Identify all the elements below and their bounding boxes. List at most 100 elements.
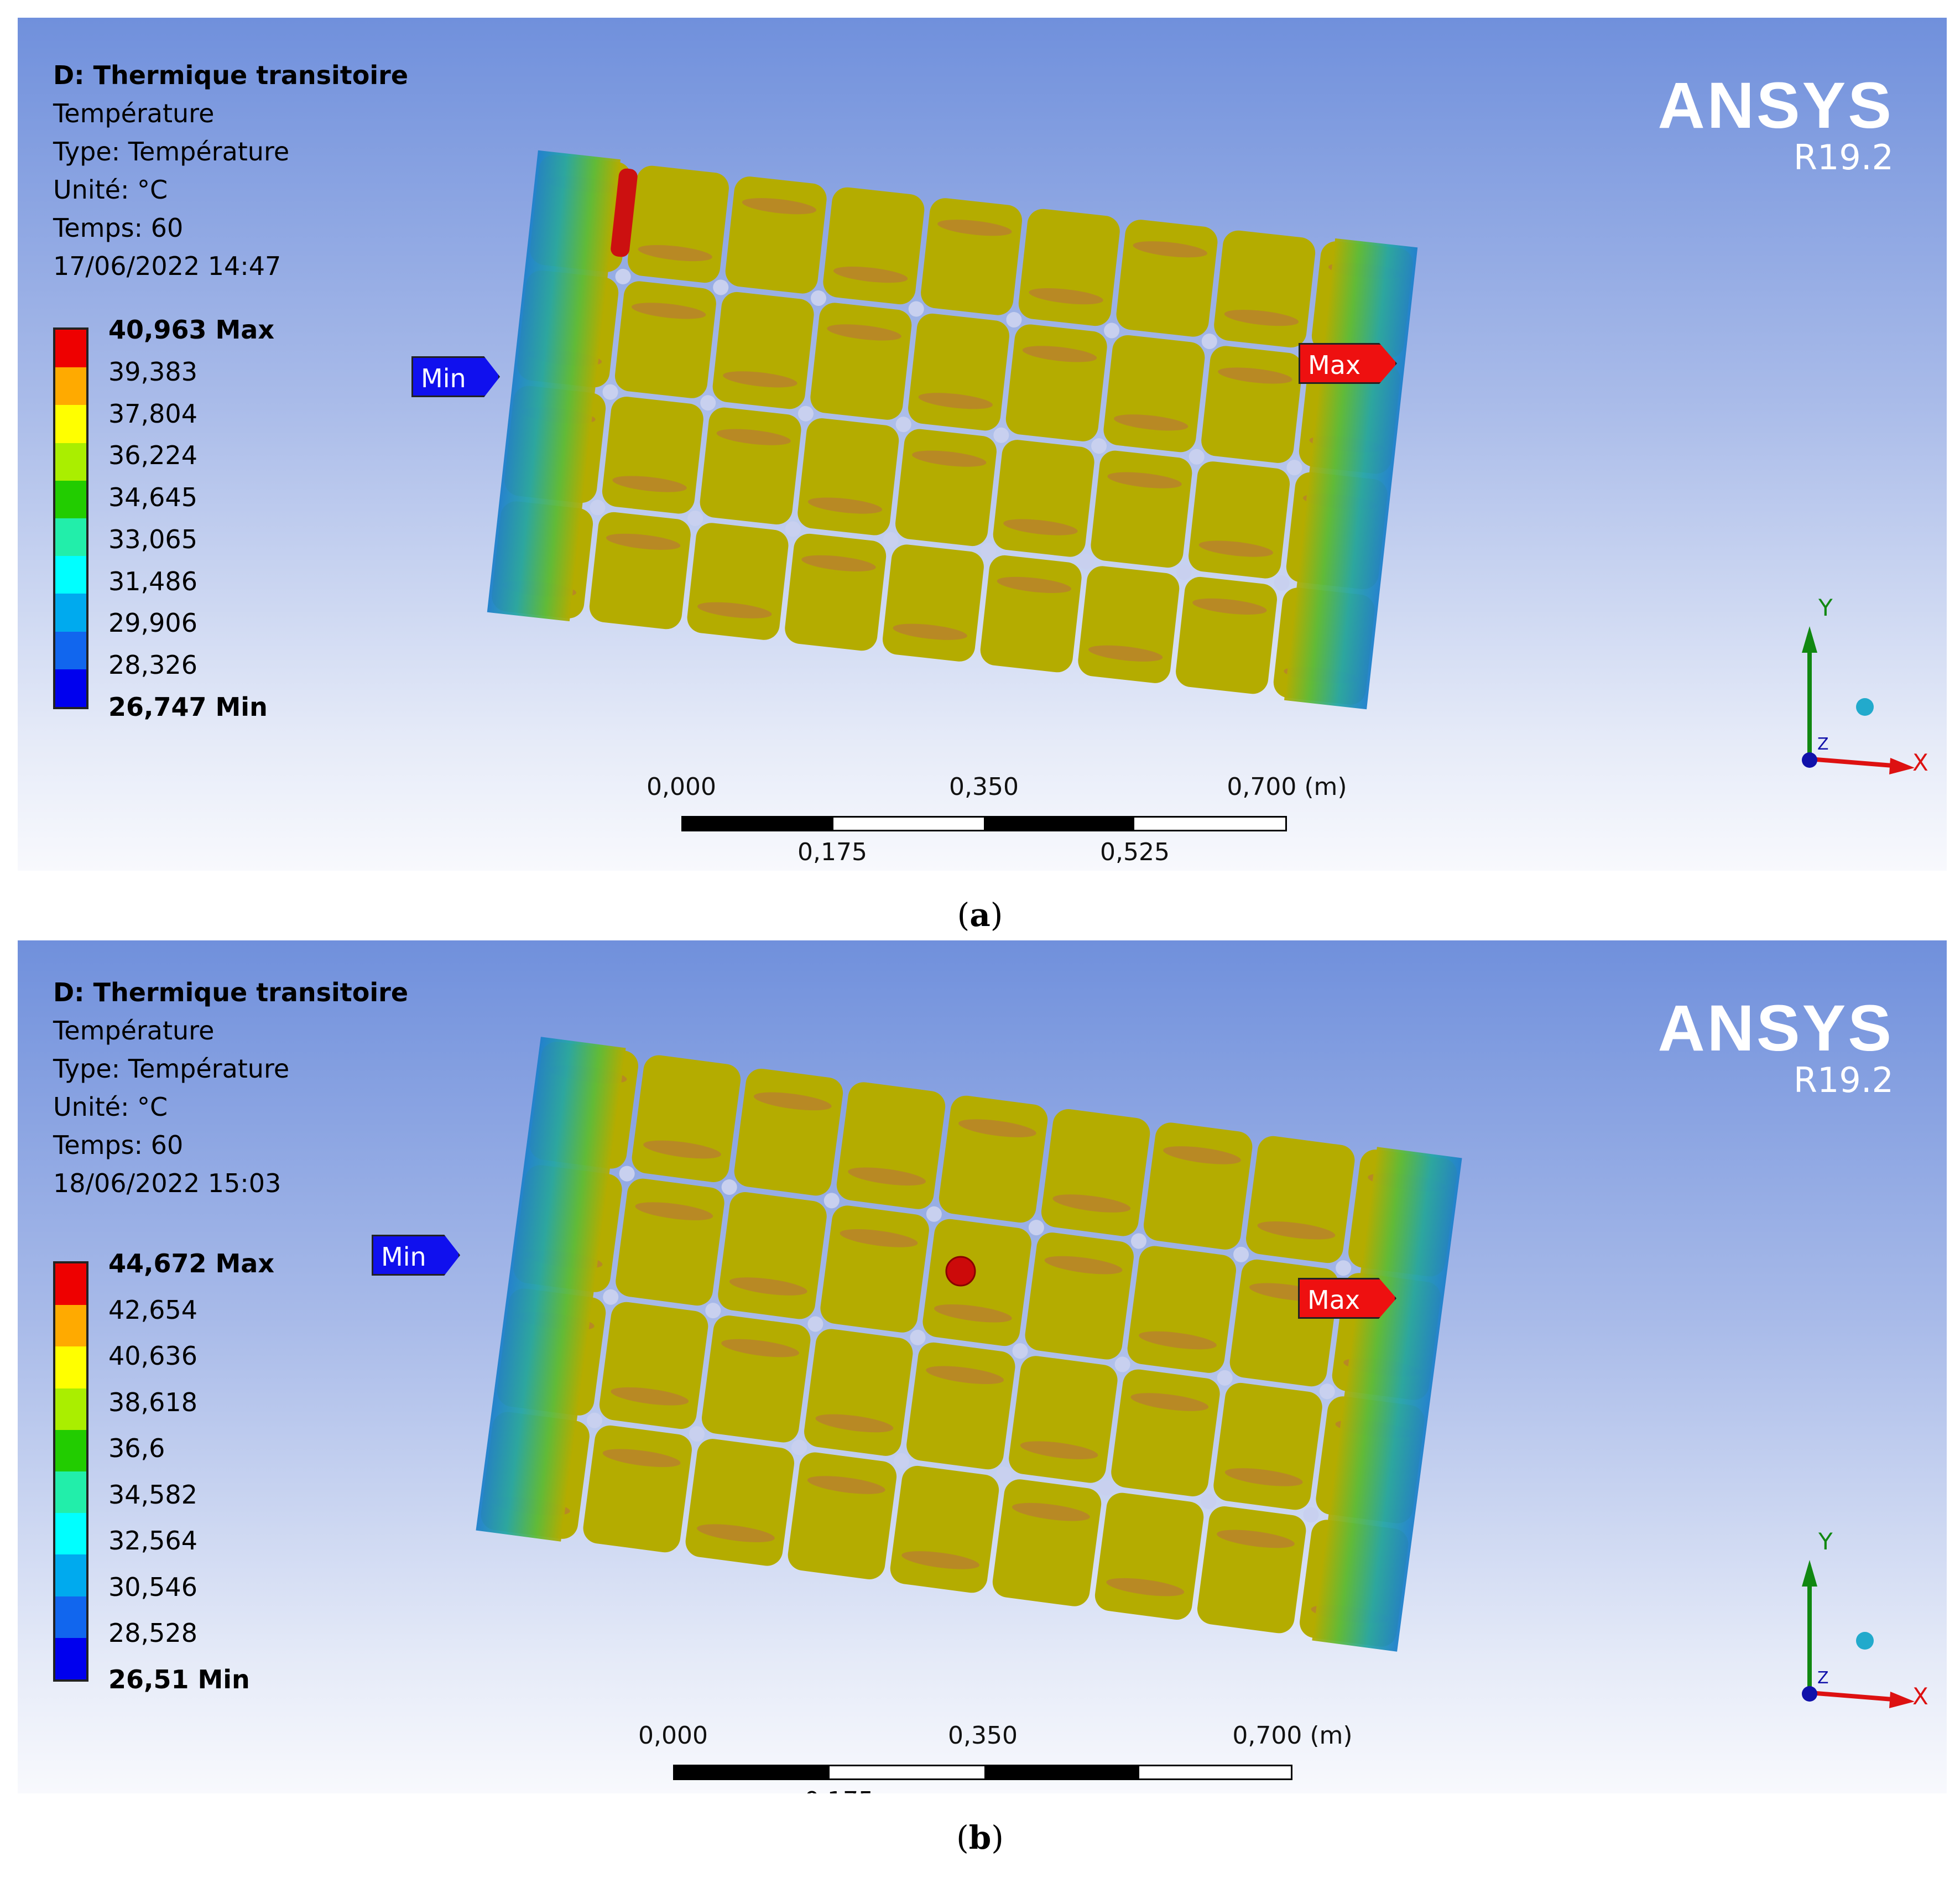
thermal-band — [958, 1119, 1036, 1137]
solar-cell — [1197, 1506, 1306, 1634]
thermal-band — [602, 1449, 681, 1468]
axis-triad[interactable]: Y X Z — [1782, 582, 1928, 781]
legend-swatch — [55, 1305, 86, 1347]
solar-cell — [712, 292, 814, 409]
solar-cell — [1041, 1109, 1150, 1236]
legend-color-bar — [53, 327, 88, 709]
legend-value-label: 37,804 — [108, 398, 197, 429]
cell-junction — [1201, 334, 1217, 350]
probe-point[interactable] — [945, 1256, 976, 1287]
cell-junction — [785, 521, 801, 537]
legend-swatch — [55, 1429, 86, 1471]
thermal-band — [1224, 1468, 1303, 1486]
cell-junction — [603, 1289, 619, 1305]
thermal-band — [997, 576, 1072, 593]
y-axis-label: Y — [1818, 1528, 1833, 1555]
solar-cell — [788, 1452, 897, 1579]
analysis-title: D: Thermique transitoire — [53, 60, 409, 90]
min-probe-tag[interactable]: Min — [372, 1235, 460, 1276]
thermal-band — [815, 1414, 894, 1433]
analysis-title: D: Thermique transitoire — [53, 977, 409, 1007]
axis-triad[interactable]: Y X Z — [1782, 1516, 1928, 1715]
solar-cell — [1103, 335, 1205, 453]
thermal-band — [1133, 241, 1207, 258]
thermal-band — [638, 245, 712, 262]
solar-cell — [1094, 1492, 1204, 1620]
scale-label-700: 0,700 (m) — [1227, 773, 1347, 801]
thermal-band — [840, 1229, 918, 1247]
solar-cell — [939, 1095, 1048, 1223]
viewport-panel-b[interactable]: D: Thermique transitoire Température Typ… — [18, 940, 1947, 1793]
solar-cell — [785, 533, 887, 651]
thermal-band — [742, 198, 817, 215]
min-probe-tag[interactable]: Min — [411, 356, 500, 397]
legend-swatch — [55, 1637, 86, 1679]
thermal-band — [1022, 346, 1097, 362]
max-probe-tag[interactable]: Max — [1299, 343, 1397, 384]
cell-junction — [1028, 1220, 1044, 1236]
legend-swatch — [55, 631, 86, 669]
thermal-band — [753, 1092, 832, 1111]
thermal-band — [1192, 598, 1267, 615]
solar-cell — [1229, 1259, 1339, 1387]
cell-junction — [700, 395, 716, 411]
cell-junction — [1176, 564, 1192, 580]
legend-swatch — [55, 1346, 86, 1388]
result-type: Type: Température — [53, 137, 290, 167]
cell-grid — [481, 1042, 1457, 1647]
result-time: Temps: 60 — [53, 1130, 184, 1160]
solar-cell — [823, 187, 925, 305]
z-axis-label: Z — [1817, 735, 1829, 754]
solar-cell — [992, 1479, 1102, 1606]
legend-value-label: 39,383 — [108, 356, 197, 387]
cell-junction — [910, 1329, 926, 1345]
thermal-band — [716, 429, 791, 445]
cell-junction — [895, 417, 911, 433]
thermal-band — [934, 1304, 1012, 1323]
left-cold-edge — [476, 1037, 626, 1542]
thermal-band — [912, 450, 987, 467]
solar-cell — [804, 1329, 913, 1456]
solar-cell — [628, 165, 729, 283]
thermal-band — [807, 1476, 885, 1494]
cell-junction — [590, 500, 606, 516]
legend-value-label: 42,654 — [108, 1294, 197, 1325]
thermal-band — [632, 303, 706, 319]
thermal-band — [848, 1167, 926, 1186]
cell-junction — [797, 405, 814, 422]
scale-label-350: 0,350 — [948, 1721, 1018, 1750]
scale-label-0: 0,000 — [638, 1721, 708, 1750]
legend-color-bar — [53, 1261, 88, 1682]
cell-junction — [807, 1316, 823, 1332]
thermal-band — [606, 533, 681, 550]
brand-version: R19.2 — [1793, 137, 1894, 178]
cell-junction — [1006, 312, 1022, 328]
viewport-panel-a[interactable]: D: Thermique transitoire Température Typ… — [18, 18, 1947, 871]
ansys-logo: ANSYS R19.2 — [1657, 73, 1894, 177]
max-probe-tag[interactable]: Max — [1298, 1278, 1396, 1319]
result-name: Température — [53, 98, 215, 128]
thermal-band — [1130, 1393, 1209, 1411]
scale-ruler: 0,000 0,350 0,700 (m) 0,175 0,525 — [647, 773, 1347, 871]
thermal-band — [1139, 1331, 1217, 1350]
cell-junction — [996, 1466, 1012, 1483]
cell-junction — [689, 1426, 705, 1442]
legend-value-label: 32,564 — [108, 1526, 197, 1556]
cell-junction — [981, 543, 997, 559]
ansys-logo: ANSYS R19.2 — [1657, 996, 1894, 1100]
solar-cell — [882, 544, 984, 662]
brand-name: ANSYS — [1657, 992, 1894, 1065]
solar-cell — [602, 397, 703, 514]
legend-value-label: 26,747 Min — [108, 692, 268, 722]
thermal-band — [1020, 1441, 1098, 1459]
thermal-band — [1044, 1256, 1123, 1275]
cell-junction — [1104, 323, 1120, 339]
scale-bar — [673, 1765, 1292, 1780]
cell-junction — [1114, 1356, 1130, 1372]
thermal-band — [901, 1551, 979, 1569]
hot-spot-mark — [611, 168, 638, 257]
legend-swatch — [55, 480, 86, 518]
solar-cell — [980, 555, 1082, 673]
thermal-band — [1052, 1194, 1131, 1213]
legend-swatch — [55, 556, 86, 594]
